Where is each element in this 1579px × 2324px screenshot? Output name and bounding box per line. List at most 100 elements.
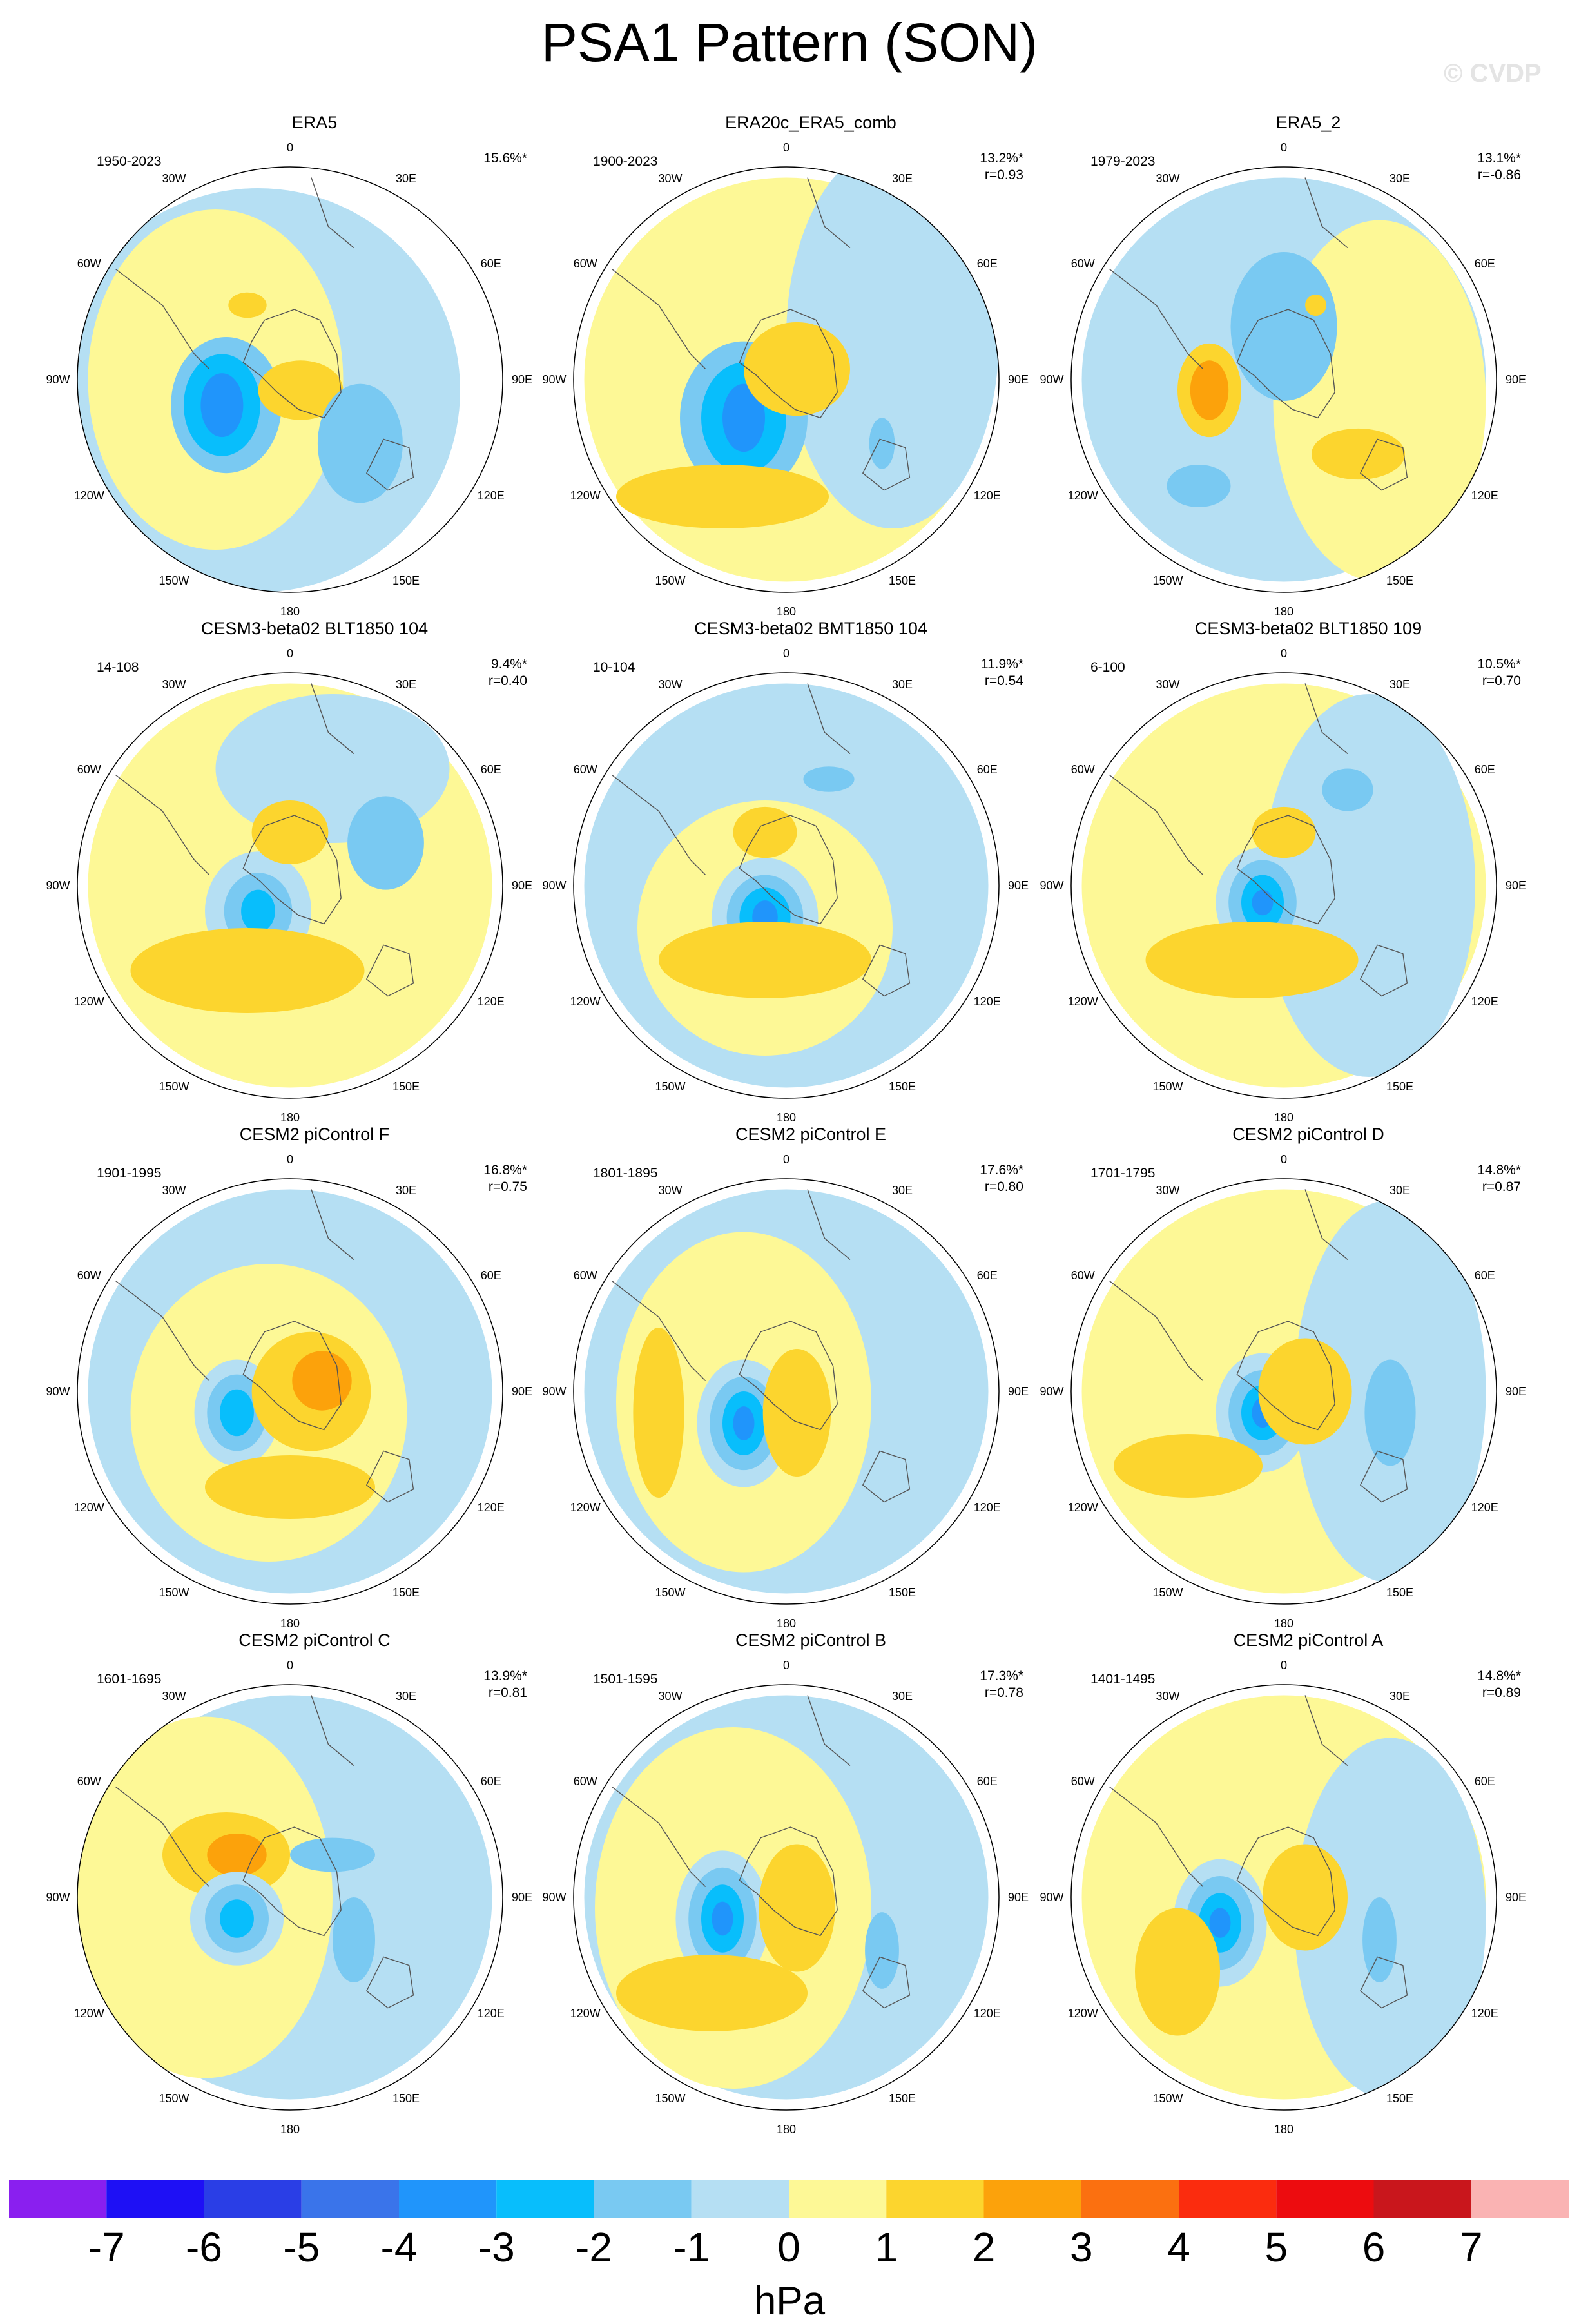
longitude-label: 120W bbox=[570, 1501, 601, 1514]
longitude-label: 60W bbox=[77, 257, 101, 270]
panel-stats: 13.1%* r=-0.86 bbox=[1477, 150, 1521, 184]
map-boundary bbox=[77, 1684, 503, 2111]
coastline bbox=[1109, 1280, 1204, 1381]
colorbar-tick-label: -1 bbox=[673, 2224, 710, 2271]
panel-period: 1601-1695 bbox=[97, 1672, 162, 1687]
anomaly-contour bbox=[1114, 1434, 1263, 1498]
coastlines bbox=[611, 1695, 911, 2009]
longitude-label: 30W bbox=[162, 1184, 186, 1197]
coastline bbox=[242, 309, 342, 419]
polar-map: 0 30E 60E 90E 120E 150E 180 150W 120W 90W 60W 30W bbox=[46, 1659, 532, 2136]
longitude-label: 150E bbox=[392, 1080, 420, 1093]
longitude-label: 90W bbox=[46, 879, 70, 892]
map-boundary bbox=[77, 166, 503, 593]
coastlines bbox=[115, 177, 414, 491]
coastlines bbox=[1109, 1189, 1408, 1503]
panel-stats: 14.8%* r=0.87 bbox=[1477, 1162, 1521, 1196]
panel-stats: 15.6%* bbox=[483, 150, 527, 167]
map-panel: CESM2 piControl B 1501-1595 17.3%* r=0.78 0 3… bbox=[542, 1631, 1062, 2136]
longitude-label: 30E bbox=[1390, 1690, 1410, 1703]
polar-map: 0 30E 60E 90E 120E 150E 180 150W 120W 90W 60W 30W bbox=[46, 141, 532, 618]
panel-period: 1900-2023 bbox=[593, 154, 658, 169]
longitude-label: 150E bbox=[392, 2092, 420, 2105]
longitude-label: 60W bbox=[1071, 257, 1095, 270]
coastline bbox=[739, 1826, 838, 1937]
coastline bbox=[1359, 1956, 1408, 2009]
panel-period: 1701-1795 bbox=[1090, 1166, 1156, 1181]
longitude-label: 90E bbox=[512, 1385, 532, 1398]
longitude-label: 30W bbox=[1156, 678, 1179, 691]
panel-variance: 17.6%* bbox=[980, 1163, 1023, 1177]
longitude-label: 180 bbox=[280, 1617, 300, 1630]
coastline bbox=[1109, 774, 1204, 875]
panel-title: CESM2 piControl C bbox=[238, 1631, 391, 1650]
panel-correlation: r=0.54 bbox=[984, 673, 1023, 688]
longitude-label: 0 bbox=[1281, 1153, 1287, 1166]
longitude-label: 30E bbox=[892, 678, 913, 691]
longitude-label: 180 bbox=[1274, 1111, 1293, 1124]
anomaly-contour bbox=[241, 889, 275, 933]
anomaly-contour bbox=[1230, 252, 1337, 401]
longitude-label: 150W bbox=[159, 2092, 189, 2105]
polar-map: 0 30E 60E 90E 120E 150E 180 150W 120W 90W 60W 30W bbox=[1040, 141, 1526, 618]
panel-correlation: r=0.40 bbox=[488, 673, 527, 688]
map-panel: CESM3-beta02 BMT1850 104 10-104 11.9%* r=0.… bbox=[542, 619, 1062, 1124]
panel-title: CESM3-beta02 BLT1850 104 bbox=[200, 619, 429, 638]
polar-map: 0 30E 60E 90E 120E 150E 180 150W 120W 90W 60W 30W bbox=[1040, 647, 1526, 1124]
longitude-label: 120W bbox=[570, 489, 601, 502]
coastlines bbox=[1109, 683, 1408, 997]
longitude-label: 0 bbox=[783, 1659, 790, 1672]
longitude-label: 60W bbox=[574, 1775, 597, 1788]
panel-variance: 13.1%* bbox=[1477, 151, 1521, 166]
colorbar-segment bbox=[1471, 2180, 1569, 2218]
longitude-label: 90W bbox=[542, 879, 566, 892]
longitude-label: 150W bbox=[655, 1080, 685, 1093]
longitude-label: 150W bbox=[1152, 1586, 1183, 1599]
map-panel: CESM2 piControl D 1701-1795 14.8%* r=0.87 0 3… bbox=[1040, 1125, 1560, 1630]
anomaly-contour bbox=[869, 418, 895, 469]
coastline bbox=[311, 1695, 354, 1766]
longitude-label: 180 bbox=[777, 605, 796, 618]
longitude-label: 180 bbox=[777, 2123, 796, 2136]
longitude-label: 150E bbox=[889, 1080, 916, 1093]
panel-variance: 9.4%* bbox=[490, 657, 527, 672]
coastline bbox=[1304, 683, 1348, 754]
longitude-label: 90W bbox=[46, 1891, 70, 1904]
colorbar-segment bbox=[983, 2180, 1081, 2218]
map-boundary bbox=[573, 1178, 1000, 1605]
panel-correlation: r=0.81 bbox=[488, 1685, 527, 1700]
panel-correlation: r=0.70 bbox=[1482, 673, 1521, 688]
colorbar-units: hPa bbox=[753, 2279, 826, 2323]
coastline bbox=[365, 1956, 414, 2009]
longitude-label: 150E bbox=[392, 1586, 420, 1599]
coastline bbox=[365, 438, 414, 491]
panel-correlation: r=0.93 bbox=[984, 168, 1023, 182]
anomaly-contour bbox=[251, 800, 329, 864]
polar-map: 0 30E 60E 90E 120E 150E 180 150W 120W 90W 60W 30W bbox=[1040, 1153, 1526, 1630]
anomaly-contour bbox=[633, 1328, 684, 1498]
longitude-label: 30W bbox=[1156, 1690, 1179, 1703]
map-panel: ERA5_2 1979-2023 13.1%* r=-0.86 0 30E 60E 90E 12… bbox=[1040, 113, 1560, 618]
coastline bbox=[115, 1786, 210, 1887]
colorbar-tick-label: -7 bbox=[88, 2224, 125, 2271]
longitude-label: 30E bbox=[892, 172, 913, 185]
anomaly-contour bbox=[1252, 806, 1316, 858]
anomaly-contour bbox=[228, 292, 267, 318]
coastline bbox=[1236, 1321, 1335, 1431]
colorbar-segment bbox=[106, 2180, 204, 2218]
longitude-label: 0 bbox=[287, 1153, 293, 1166]
longitude-label: 30E bbox=[396, 172, 416, 185]
panel-variance: 13.9%* bbox=[483, 1669, 527, 1683]
map-boundary bbox=[573, 672, 1000, 1099]
panel-correlation: r=0.75 bbox=[488, 1179, 527, 1194]
longitude-label: 180 bbox=[777, 1111, 796, 1124]
longitude-label: 120E bbox=[478, 995, 505, 1008]
longitude-label: 60W bbox=[1071, 763, 1095, 776]
panel-period: 1979-2023 bbox=[1090, 154, 1156, 169]
map-panel: ERA20c_ERA5_comb 1900-2023 13.2%* r=0.93 0 30… bbox=[542, 113, 1062, 618]
coastline bbox=[115, 268, 210, 369]
longitude-label: 30E bbox=[396, 1184, 416, 1197]
panel-stats: 11.9%* r=0.54 bbox=[981, 656, 1023, 690]
coastline bbox=[115, 1280, 210, 1381]
panel-stats: 17.3%* r=0.78 bbox=[980, 1668, 1023, 1701]
